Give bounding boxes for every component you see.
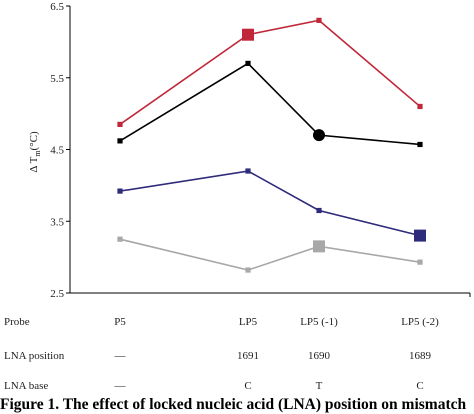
data-point	[313, 240, 325, 253]
data-point	[245, 60, 251, 66]
series-line	[119, 238, 421, 271]
table-cell: C	[416, 380, 423, 392]
data-point	[313, 129, 325, 142]
y-tick-labels: 6.5 5.5 4.5 3.5 2.5	[50, 1, 64, 300]
data-point	[417, 259, 423, 265]
table-cell: C	[244, 380, 251, 392]
y-tick-label: 6.5	[50, 1, 64, 13]
series-line	[119, 62, 421, 146]
data-point	[117, 188, 123, 194]
chart-series	[117, 17, 426, 273]
y-tick-label: 5.5	[50, 73, 64, 85]
data-point	[417, 103, 423, 110]
chart-axes	[66, 5, 471, 297]
table-cell: 1690	[308, 350, 331, 362]
series-3	[117, 168, 426, 242]
table-cell: LP5	[239, 316, 258, 328]
y-tick-label: 3.5	[50, 216, 64, 228]
series-line	[119, 170, 421, 237]
data-table: Probe P5 LP5 LP5 (-1) LP5 (-2) LNA position — 1…	[4, 316, 439, 392]
table-cell: LP5 (-2)	[401, 316, 439, 328]
table-row-label: LNA position	[4, 350, 65, 362]
series-4	[117, 236, 423, 273]
y-axis-label: Δ Tm(°C)	[28, 131, 42, 173]
data-point	[316, 207, 322, 214]
data-point	[316, 17, 322, 23]
table-cell: LP5 (-1)	[300, 316, 338, 328]
table-cell: 1691	[237, 350, 259, 362]
data-point	[117, 138, 123, 144]
data-point	[245, 168, 251, 174]
table-row-label: Probe	[4, 316, 30, 328]
y-axis-label-unit: (°C)	[28, 131, 40, 150]
table-cell: P5	[114, 316, 126, 328]
data-point	[414, 229, 426, 242]
data-point	[245, 267, 251, 273]
data-point	[117, 121, 123, 127]
y-tick-label: 4.5	[50, 145, 64, 157]
y-axis-label-main: Δ T	[28, 156, 40, 172]
table-cell: 1689	[409, 350, 432, 362]
table-row-label: LNA base	[4, 380, 48, 392]
table-cell: T	[316, 380, 323, 392]
data-point	[117, 236, 123, 242]
series-1	[117, 17, 423, 127]
figure-caption: Figure 1. The effect of locked nucleic a…	[0, 396, 467, 413]
data-point	[417, 141, 423, 148]
table-cell: —	[114, 350, 127, 362]
series-2	[117, 60, 423, 148]
table-cell: —	[114, 380, 127, 392]
y-tick-label: 2.5	[50, 288, 64, 300]
y-axis-label-subscript: m	[33, 150, 42, 157]
series-line	[119, 19, 421, 126]
data-point	[242, 28, 254, 41]
